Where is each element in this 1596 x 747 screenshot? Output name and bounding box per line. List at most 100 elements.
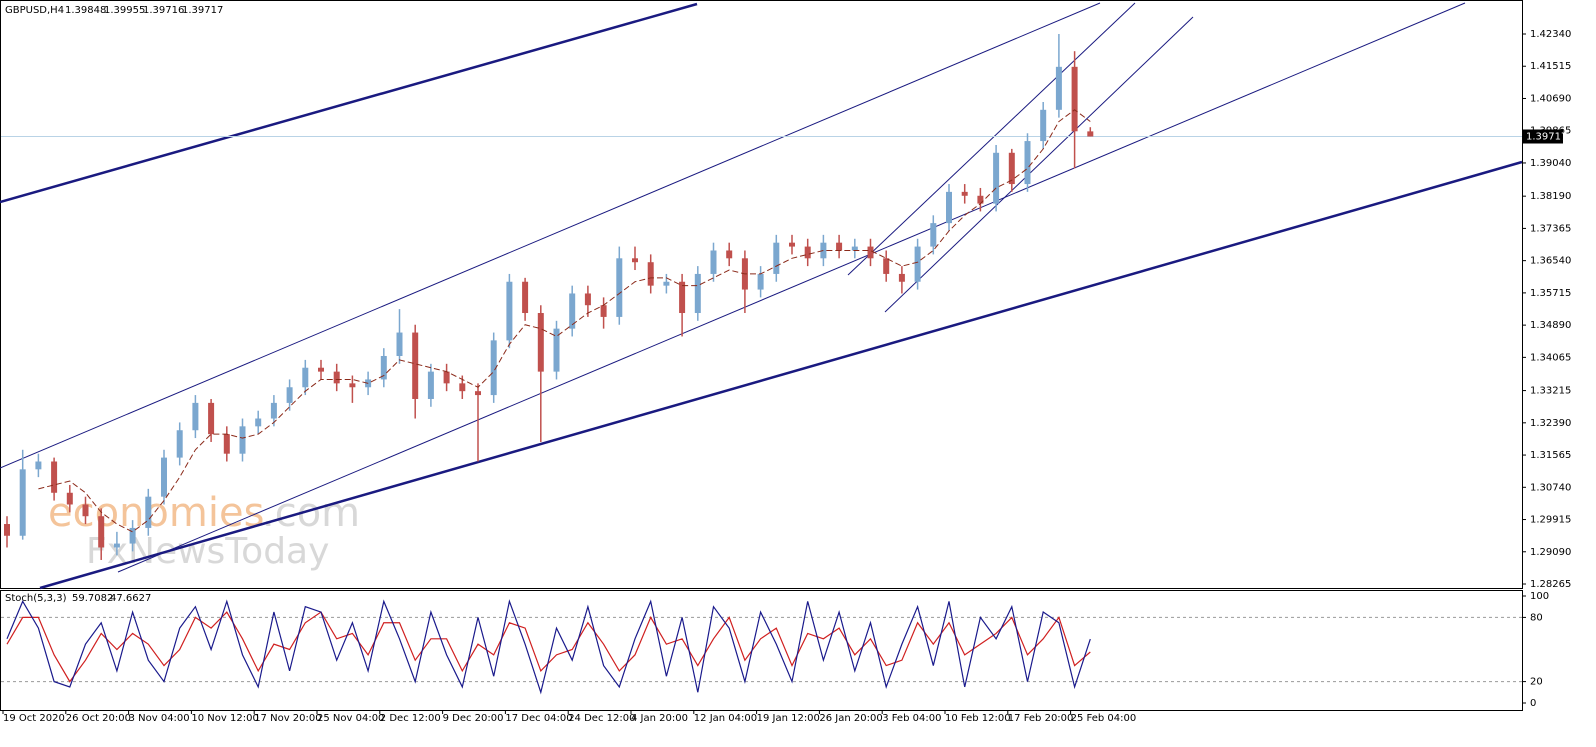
candle-body xyxy=(867,246,874,259)
last-high: 1.39955 xyxy=(104,5,145,16)
candle-body xyxy=(977,195,984,204)
candle-body xyxy=(255,418,262,427)
x-tick-label: 25 Feb 04:00 xyxy=(1071,713,1137,724)
y-tick-label: 1.34890 xyxy=(1530,320,1571,331)
candle-body xyxy=(914,246,921,282)
candle-body xyxy=(647,262,654,286)
candle-body xyxy=(349,383,356,388)
last-close: 1.39717 xyxy=(182,5,223,16)
candle-body xyxy=(286,387,293,403)
candle-body xyxy=(522,281,529,314)
x-tick-label: 4 Jan 20:00 xyxy=(631,713,688,724)
candle-body xyxy=(600,305,607,317)
candle-body xyxy=(192,402,199,431)
candle-body xyxy=(459,383,466,392)
candle-body xyxy=(1040,109,1047,142)
trend-line xyxy=(39,160,1523,590)
y-tick-label: 1.36540 xyxy=(1530,256,1571,267)
x-tick-label: 26 Jan 20:00 xyxy=(819,713,882,724)
y-tick-label: 80 xyxy=(1530,612,1543,623)
candle-body xyxy=(851,246,858,251)
y-tick-label: 1.31565 xyxy=(1530,450,1571,461)
candle-body xyxy=(898,273,905,282)
symbol-title: GBPUSD,H4 xyxy=(5,5,64,16)
y-tick-label: 20 xyxy=(1530,677,1543,688)
candle-body xyxy=(318,367,324,372)
candle-body xyxy=(396,332,403,356)
candle-body xyxy=(1055,66,1062,110)
stoch-panel xyxy=(0,590,1523,711)
x-tick-label: 3 Feb 04:00 xyxy=(882,713,941,724)
y-tick-label: 1.40690 xyxy=(1530,93,1571,104)
x-tick-label: 25 Nov 04:00 xyxy=(317,713,384,724)
x-tick-label: 17 Dec 04:00 xyxy=(505,713,572,724)
last-low: 1.39716 xyxy=(143,5,184,16)
y-tick-label: 1.38190 xyxy=(1530,191,1571,202)
candle-body xyxy=(35,461,42,470)
stoch-title: Stoch(5,3,3) xyxy=(5,593,67,604)
trend-line xyxy=(884,16,1194,313)
candle-body xyxy=(1071,66,1078,132)
candle-body xyxy=(161,457,167,497)
y-tick-label: 1.34065 xyxy=(1530,352,1571,363)
candle-body xyxy=(223,434,230,454)
x-tick-label: 17 Feb 20:00 xyxy=(1008,713,1074,724)
candle-body xyxy=(993,152,1000,204)
stoch-main-value: 59.7082 xyxy=(72,593,113,604)
candle-body xyxy=(19,469,26,536)
y-tick-label: 1.29090 xyxy=(1530,547,1571,558)
y-tick-label: 0 xyxy=(1530,698,1536,709)
candle-body xyxy=(51,461,58,493)
trend-lines xyxy=(0,2,1523,590)
candle-body xyxy=(820,242,827,259)
y-tick-label: 1.39040 xyxy=(1530,158,1571,169)
candle-body xyxy=(239,426,246,454)
candle-body xyxy=(836,242,843,251)
candle-body xyxy=(427,371,434,399)
candle-body xyxy=(490,340,497,396)
x-tick-label: 12 Jan 04:00 xyxy=(694,713,757,724)
x-tick-label: 24 Dec 12:00 xyxy=(568,713,635,724)
candle-body xyxy=(302,367,309,388)
candle-body xyxy=(98,516,105,548)
x-tick-label: 26 Oct 20:00 xyxy=(66,713,131,724)
candle-body xyxy=(66,492,73,505)
watermark: economies .com FxNewsToday xyxy=(48,490,360,572)
x-tick-label: 9 Dec 20:00 xyxy=(443,713,504,724)
candle-body xyxy=(412,332,419,399)
candle-body xyxy=(679,281,686,314)
y-tick-label: 1.30740 xyxy=(1530,482,1571,493)
candle-body xyxy=(553,328,560,372)
candle-body xyxy=(710,250,717,274)
candle-body xyxy=(333,371,340,384)
candle-body xyxy=(883,258,890,274)
y-tick-label: 1.29915 xyxy=(1530,515,1571,526)
y-tick-label: 1.32390 xyxy=(1530,418,1571,429)
candle-body xyxy=(773,242,780,274)
candle-body xyxy=(804,246,811,259)
stoch-line xyxy=(6,611,1091,683)
candle-body xyxy=(145,496,152,528)
candle-body xyxy=(208,402,215,435)
moving-average xyxy=(38,109,1091,533)
watermark-line2: FxNewsToday xyxy=(86,531,329,572)
x-tick-label: 10 Feb 12:00 xyxy=(945,713,1011,724)
candle-body xyxy=(537,313,544,372)
candle-body xyxy=(270,402,277,419)
candle-body xyxy=(632,258,638,263)
stoch-line xyxy=(6,599,1091,695)
candle-body xyxy=(1008,152,1015,185)
candle-body xyxy=(961,191,968,196)
trend-line xyxy=(0,2,698,204)
candle-body xyxy=(176,430,183,458)
candle-body xyxy=(506,281,513,341)
watermark-brand: economies xyxy=(48,490,264,536)
trend-line xyxy=(847,2,1136,276)
candle-body xyxy=(757,273,764,290)
y-tick-label: 1.41515 xyxy=(1530,61,1571,72)
x-tick-label: 3 Nov 04:00 xyxy=(129,713,190,724)
y-tick-label: 1.28265 xyxy=(1530,579,1571,590)
y-tick-label: 1.37365 xyxy=(1530,223,1571,234)
candle-body xyxy=(569,293,576,329)
